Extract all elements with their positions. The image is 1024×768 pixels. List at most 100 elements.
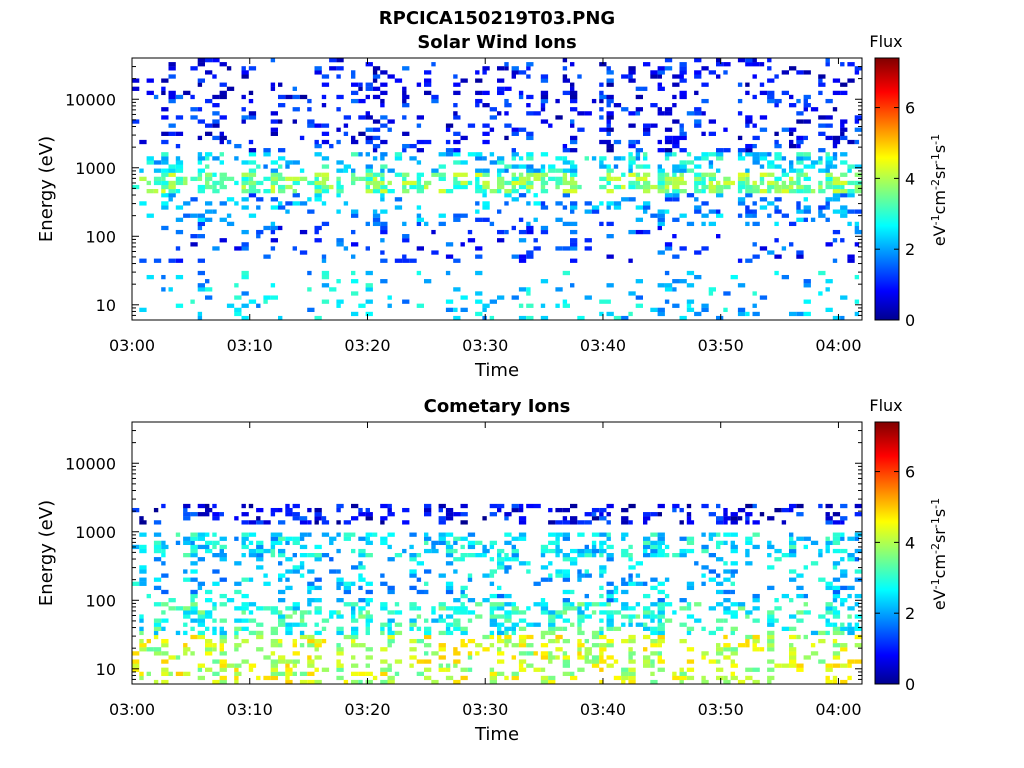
heatmap-cell [292, 651, 300, 656]
heatmap-cell [402, 176, 407, 182]
heatmap-cell [803, 176, 811, 182]
heatmap-cell [737, 307, 746, 313]
heatmap-cell [511, 189, 519, 194]
heatmap-cell [197, 58, 205, 63]
heatmap-cell [643, 634, 651, 640]
x-tick-label: 03:50 [698, 336, 744, 355]
heatmap-cell [613, 589, 619, 595]
heatmap-cell [161, 139, 169, 145]
heatmap-cell [526, 131, 534, 136]
heatmap-cell [219, 577, 227, 582]
heatmap-cell [818, 577, 826, 582]
heatmap-cell [562, 156, 568, 161]
heatmap-cell [774, 270, 779, 276]
heatmap-cell [628, 70, 636, 75]
heatmap-cell [716, 184, 724, 190]
heatmap-cell [343, 115, 351, 120]
heatmap-cell [767, 638, 775, 644]
heatmap-cell [234, 201, 239, 206]
heatmap-cell [518, 667, 527, 672]
heatmap-cell [679, 553, 687, 558]
heatmap-cell [380, 503, 388, 509]
heatmap-cell [650, 184, 658, 190]
heatmap-cell [351, 663, 359, 668]
heatmap-cell [555, 180, 563, 186]
heatmap-cell [745, 172, 750, 177]
heatmap-cell [701, 307, 709, 313]
heatmap-cell [723, 176, 731, 182]
heatmap-cell [818, 614, 826, 619]
heatmap-cell [212, 569, 220, 574]
heatmap-cell [504, 86, 512, 91]
heatmap-cell [737, 135, 743, 141]
heatmap-cell [672, 217, 680, 222]
heatmap-cell [577, 74, 582, 79]
heatmap-cell [241, 115, 249, 120]
heatmap-cell [256, 234, 261, 239]
heatmap-cell [832, 643, 841, 648]
heatmap-cell [336, 303, 341, 308]
heatmap-cell [562, 221, 570, 227]
heatmap-cell [241, 205, 249, 210]
heatmap-cell [708, 152, 716, 157]
heatmap-cell [409, 143, 417, 149]
heatmap-cell [781, 156, 787, 161]
heatmap-cell [540, 168, 546, 173]
heatmap-cell [781, 70, 789, 75]
heatmap-cell [453, 512, 461, 517]
heatmap-cell [723, 679, 731, 685]
heatmap-cell [197, 667, 203, 672]
heatmap-cell [212, 74, 217, 79]
heatmap-cell [613, 139, 622, 145]
heatmap-cell [737, 189, 743, 194]
heatmap-cell [153, 651, 162, 656]
heatmap-cell [270, 638, 278, 644]
heatmap-cell [591, 544, 597, 550]
heatmap-cell [219, 152, 224, 157]
heatmap-cell [606, 70, 614, 75]
heatmap-cell [372, 70, 378, 75]
heatmap-cell [475, 217, 483, 222]
heatmap-cell [168, 598, 176, 603]
heatmap-cell [278, 610, 283, 615]
heatmap-cell [664, 197, 673, 202]
heatmap-cell [453, 540, 458, 546]
heatmap-cell [321, 103, 327, 108]
heatmap-cell [584, 593, 589, 599]
heatmap-cell [679, 213, 687, 218]
heatmap-cell [380, 679, 388, 685]
heatmap-cell [774, 74, 779, 79]
heatmap-cell [570, 135, 578, 141]
heatmap-cell [321, 131, 330, 136]
heatmap-cell [278, 561, 283, 566]
heatmap-cell [445, 663, 451, 668]
heatmap-cell [643, 123, 651, 128]
heatmap-cell [803, 94, 811, 100]
heatmap-cell [577, 618, 585, 623]
heatmap-cell [248, 630, 257, 636]
heatmap-cell [526, 303, 534, 308]
heatmap-cell [737, 148, 746, 153]
heatmap-cell [219, 180, 224, 186]
heatmap-cell [278, 638, 283, 644]
heatmap-cell [409, 647, 417, 652]
heatmap-cell [336, 184, 344, 190]
figure-title: RPCICA150219T03.PNG [379, 8, 615, 29]
heatmap-cell [781, 520, 787, 525]
heatmap-cell [387, 127, 392, 132]
heatmap-cell [584, 548, 592, 554]
heatmap-cell [599, 127, 607, 132]
heatmap-cell [343, 164, 351, 169]
heatmap-cell [752, 135, 760, 141]
heatmap-cell [737, 176, 746, 182]
heatmap-cell [847, 180, 855, 186]
colorbar-tick-label: 2 [905, 240, 915, 259]
heatmap-cell [314, 152, 322, 157]
heatmap-cell [774, 618, 779, 623]
heatmap-cell [365, 536, 370, 541]
heatmap-cell [307, 553, 315, 558]
heatmap-cell [606, 512, 611, 517]
heatmap-cell [504, 614, 512, 619]
heatmap-cell [540, 90, 549, 96]
